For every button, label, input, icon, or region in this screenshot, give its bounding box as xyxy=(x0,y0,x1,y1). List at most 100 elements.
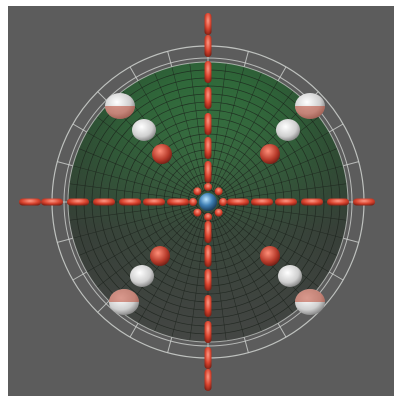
spoke-bolt[interactable] xyxy=(301,198,323,206)
spoke-bolt[interactable] xyxy=(204,113,212,135)
dome-meridian xyxy=(154,72,205,193)
spoke-bolt[interactable] xyxy=(251,198,273,206)
hub-bolt xyxy=(214,208,223,217)
cage-strut xyxy=(97,300,110,313)
dome-meridian xyxy=(209,211,227,341)
dome-meridian xyxy=(214,102,308,196)
spoke-bolt[interactable] xyxy=(19,198,41,206)
spoke-bolt[interactable] xyxy=(204,269,212,291)
dome-meridian xyxy=(137,80,204,194)
dome-meridian xyxy=(122,90,203,195)
cage-strut xyxy=(277,322,287,338)
white-cap[interactable] xyxy=(278,265,302,287)
dome-meridian xyxy=(189,211,207,341)
red-cap[interactable] xyxy=(152,144,172,164)
cage-strut xyxy=(167,337,173,353)
spoke-bolt[interactable] xyxy=(204,221,212,243)
spoke-bolt[interactable] xyxy=(143,198,165,206)
dome-meridian xyxy=(213,90,294,195)
dome-meridian xyxy=(213,209,294,314)
hub-sphere[interactable] xyxy=(199,193,217,211)
spoke-bolt[interactable] xyxy=(41,198,63,206)
spoke-bolt[interactable] xyxy=(204,137,212,159)
spoke-bolt[interactable] xyxy=(204,295,212,317)
red-cap[interactable] xyxy=(150,246,170,266)
3d-viewport[interactable] xyxy=(8,6,394,396)
dome-meridian xyxy=(171,211,206,338)
dome-meridian xyxy=(217,203,347,221)
spoke-bolt[interactable] xyxy=(167,198,189,206)
cage-strut xyxy=(343,237,359,243)
dome-meridian xyxy=(72,165,199,200)
cage-strut xyxy=(328,271,344,281)
spoke-bolt[interactable] xyxy=(204,347,212,369)
cage-strut xyxy=(277,66,287,82)
dome-meridian xyxy=(212,80,279,194)
spoke-bolt[interactable] xyxy=(204,369,212,391)
spoke-bolt[interactable] xyxy=(204,161,212,183)
cage-ticks xyxy=(52,46,364,358)
scene-canvas[interactable] xyxy=(8,6,394,396)
white-cap[interactable] xyxy=(109,289,139,315)
spoke-bolt[interactable] xyxy=(353,198,375,206)
spoke-bolt[interactable] xyxy=(227,198,249,206)
dome-meridian xyxy=(154,211,205,332)
white-cap[interactable] xyxy=(105,93,135,119)
spoke-bolt[interactable] xyxy=(327,198,349,206)
dome-meridian xyxy=(217,205,338,256)
spoke-bolt[interactable] xyxy=(275,198,297,206)
spoke-bolt[interactable] xyxy=(204,321,212,343)
dome-meridian xyxy=(211,211,262,332)
dome-meridian xyxy=(217,148,338,199)
spoke-bolt[interactable] xyxy=(204,35,212,57)
spoke-bolt[interactable] xyxy=(67,198,89,206)
dome-meridian xyxy=(78,205,199,256)
dome-meridian xyxy=(78,148,199,199)
spoke-bolts[interactable] xyxy=(19,13,375,391)
dome-meridian xyxy=(212,210,279,324)
hemisphere-caps[interactable] xyxy=(105,93,325,315)
dome-meridian xyxy=(72,204,199,239)
center-hub[interactable] xyxy=(189,183,227,221)
hub-bolt xyxy=(214,187,223,196)
dome-meridian xyxy=(189,63,207,193)
cage-strut xyxy=(243,51,249,67)
hub-ring-bolts xyxy=(189,183,227,221)
red-cap[interactable] xyxy=(260,246,280,266)
dome-meridian xyxy=(216,206,330,273)
red-cap[interactable] xyxy=(260,144,280,164)
dome-meridian xyxy=(211,72,262,193)
dome-meridian xyxy=(96,207,201,288)
spoke-bolt[interactable] xyxy=(119,198,141,206)
white-cap[interactable] xyxy=(130,265,154,287)
white-cap[interactable] xyxy=(295,289,325,315)
white-cap[interactable] xyxy=(276,119,300,141)
cage-strut xyxy=(328,123,344,133)
hub-bolt xyxy=(189,198,197,206)
dome-meridian xyxy=(209,63,227,193)
spoke-bolt[interactable] xyxy=(204,87,212,109)
cage-strut xyxy=(129,66,139,82)
white-cap[interactable] xyxy=(295,93,325,119)
dome-meridian xyxy=(217,204,344,239)
dome-meridian xyxy=(210,211,245,338)
cage-strut xyxy=(72,271,88,281)
spoke-bolt[interactable] xyxy=(204,13,212,35)
dome-meridian xyxy=(69,203,199,221)
cage-strut xyxy=(129,322,139,338)
spoke-bolt[interactable] xyxy=(93,198,115,206)
cage-strut xyxy=(167,51,173,67)
hub-bolt xyxy=(204,183,212,191)
dome-meridian xyxy=(86,131,200,198)
dome-meridian xyxy=(210,66,245,193)
dome-meridian xyxy=(216,131,330,198)
dome-meridian xyxy=(217,183,347,201)
spoke-bolt[interactable] xyxy=(204,61,212,83)
hub-bolt xyxy=(193,208,202,217)
hub-bolt xyxy=(204,213,212,221)
white-cap[interactable] xyxy=(132,119,156,141)
cage-strut xyxy=(243,337,249,353)
cage-strut xyxy=(57,161,73,167)
spoke-bolt[interactable] xyxy=(204,245,212,267)
